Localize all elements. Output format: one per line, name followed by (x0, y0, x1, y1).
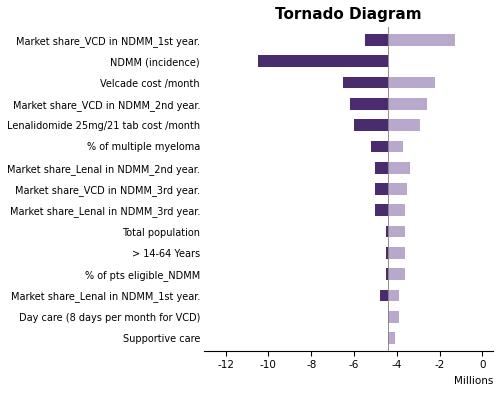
X-axis label: Millions: Millions (454, 376, 493, 386)
Bar (371, 141, 388, 152)
Bar (388, 77, 436, 88)
Bar (388, 226, 406, 237)
Bar (388, 311, 390, 323)
Bar (386, 226, 388, 237)
Title: Tornado Diagram: Tornado Diagram (276, 7, 422, 22)
Bar (388, 204, 406, 216)
Bar (344, 77, 388, 88)
Bar (376, 162, 388, 174)
Bar (388, 332, 390, 344)
Bar (388, 162, 409, 174)
Bar (388, 268, 406, 280)
Bar (388, 332, 394, 344)
Bar (388, 34, 454, 46)
Bar (388, 247, 406, 259)
Bar (258, 55, 388, 67)
Bar (388, 98, 426, 110)
Bar (388, 290, 399, 301)
Bar (386, 268, 388, 280)
Bar (388, 141, 403, 152)
Bar (376, 183, 388, 195)
Bar (376, 204, 388, 216)
Bar (350, 98, 388, 110)
Bar (354, 119, 388, 131)
Bar (364, 34, 388, 46)
Bar (380, 290, 388, 301)
Bar (386, 247, 388, 259)
Bar (388, 119, 420, 131)
Bar (388, 183, 407, 195)
Bar (388, 311, 399, 323)
